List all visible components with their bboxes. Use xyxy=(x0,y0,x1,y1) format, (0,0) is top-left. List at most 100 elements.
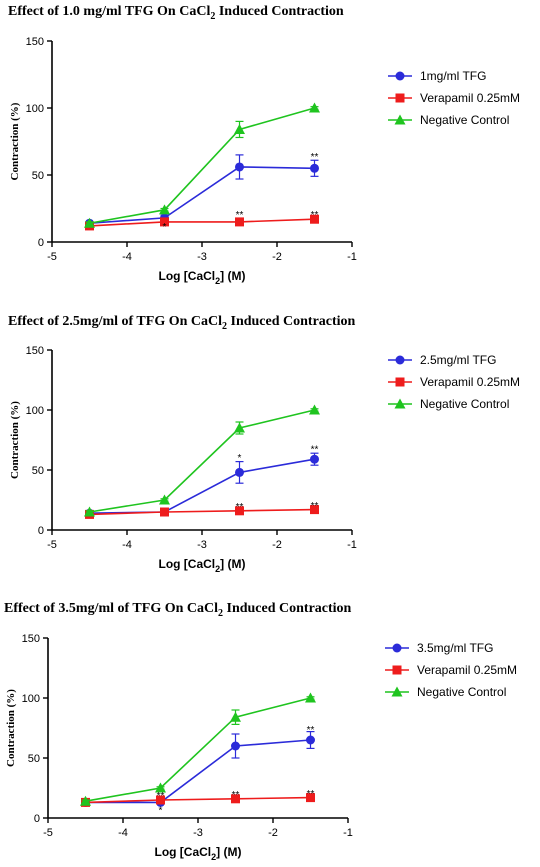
significance-marker: ** xyxy=(307,725,315,736)
data-point xyxy=(80,795,91,806)
legend-label: 2.5mg/ml TFG xyxy=(420,353,496,367)
y-tick-label: 150 xyxy=(26,36,44,48)
x-tick-label: -2 xyxy=(272,539,282,551)
x-tick-label: -5 xyxy=(43,827,53,839)
series-line xyxy=(89,458,315,514)
legend-marker xyxy=(395,355,405,365)
chart-title: Effect of 1.0 mg/ml TFG On CaCl2 Induced… xyxy=(8,4,344,22)
data-point xyxy=(231,794,240,804)
series-line xyxy=(85,697,311,802)
y-tick-label: 50 xyxy=(32,465,44,477)
data-point xyxy=(235,506,244,516)
series-tfg xyxy=(85,452,319,518)
legend-label: 3.5mg/ml TFG xyxy=(417,641,493,655)
legend-marker xyxy=(395,71,405,81)
x-tick-label: -1 xyxy=(347,539,357,551)
data-point xyxy=(235,217,244,227)
x-tick-label: -1 xyxy=(347,251,357,263)
data-point xyxy=(234,123,245,134)
chart-title: Effect of 3.5mg/ml of TFG On CaCl2 Induc… xyxy=(4,601,352,619)
x-axis-label: Log [CaCl2] (M) xyxy=(154,845,241,862)
legend-label: 1mg/ml TFG xyxy=(420,69,486,83)
chart-panel-1: Effect of 1.0 mg/ml TFG On CaCl2 Induced… xyxy=(8,4,520,286)
data-point xyxy=(309,404,320,415)
series-control xyxy=(84,102,320,228)
y-axis-label: Contraction (%) xyxy=(9,401,21,479)
y-tick-label: 100 xyxy=(26,405,44,417)
x-tick-label: -4 xyxy=(118,827,128,839)
legend-marker xyxy=(392,665,402,675)
series-line xyxy=(89,107,315,225)
chart-panel-2: Effect of 2.5mg/ml of TFG On CaCl2 Induc… xyxy=(8,314,520,574)
series-line xyxy=(85,739,311,804)
x-tick-label: -4 xyxy=(122,251,132,263)
data-point xyxy=(310,454,319,464)
significance-marker: * xyxy=(163,222,167,233)
chart-title-main: Effect of 2.5mg/ml of TFG On CaCl xyxy=(8,314,222,329)
data-point xyxy=(306,735,315,745)
series-line xyxy=(89,218,315,227)
significance-marker: ** xyxy=(157,791,165,802)
data-point xyxy=(230,711,241,722)
x-tick-label: -5 xyxy=(47,539,57,551)
series-control xyxy=(84,404,320,517)
significance-marker: * xyxy=(159,806,163,817)
x-axis-label: Log [CaCl2] (M) xyxy=(158,557,245,574)
data-point xyxy=(234,422,245,433)
significance-marker: ** xyxy=(311,152,319,163)
x-tick-label: -4 xyxy=(122,539,132,551)
data-point xyxy=(159,204,170,215)
legend-label: Verapamil 0.25mM xyxy=(420,91,520,105)
series-line xyxy=(89,166,315,225)
x-tick-label: -3 xyxy=(197,251,207,263)
y-axis-label: Contraction (%) xyxy=(5,689,17,767)
chart-title-main: Effect of 1.0 mg/ml TFG On CaCl xyxy=(8,4,210,19)
significance-marker: ** xyxy=(307,789,315,800)
x-tick-label: -2 xyxy=(272,251,282,263)
series-line xyxy=(89,508,315,516)
series-line xyxy=(85,796,311,804)
data-point xyxy=(235,467,244,477)
y-tick-label: 50 xyxy=(32,170,44,182)
data-point xyxy=(309,102,320,113)
data-point xyxy=(231,741,240,751)
legend-label: Negative Control xyxy=(417,685,506,699)
significance-marker: ** xyxy=(232,790,240,801)
y-tick-label: 50 xyxy=(28,753,40,765)
significance-marker: ** xyxy=(311,444,319,455)
data-point xyxy=(310,214,319,224)
legend-marker xyxy=(392,643,402,653)
x-tick-label: -2 xyxy=(268,827,278,839)
data-point xyxy=(160,507,169,517)
chart-panel-3: Effect of 3.5mg/ml of TFG On CaCl2 Induc… xyxy=(4,601,517,862)
chart-title-subscript: 2 xyxy=(218,608,223,619)
y-tick-label: 0 xyxy=(38,525,44,537)
series-control xyxy=(80,692,316,806)
chart-title-rest: Induced Contraction xyxy=(227,314,356,329)
data-point xyxy=(155,782,166,793)
y-axis-label: Contraction (%) xyxy=(9,102,21,180)
data-point xyxy=(156,795,165,805)
x-tick-label: -5 xyxy=(47,251,57,263)
x-tick-label: -1 xyxy=(343,827,353,839)
data-point xyxy=(305,692,316,703)
y-tick-label: 150 xyxy=(26,345,44,357)
y-tick-label: 0 xyxy=(38,237,44,249)
significance-marker: * xyxy=(238,453,242,464)
chart-title-subscript: 2 xyxy=(222,321,227,332)
y-tick-label: 100 xyxy=(26,103,44,115)
chart-title-main: Effect of 3.5mg/ml of TFG On CaCl xyxy=(4,601,218,616)
series-tfg xyxy=(85,154,319,228)
significance-marker: ** xyxy=(311,210,319,221)
legend-marker xyxy=(394,398,406,409)
significance-marker: ** xyxy=(311,501,319,512)
data-point xyxy=(235,162,244,172)
chart-title-subscript: 2 xyxy=(210,11,215,22)
data-point xyxy=(310,163,319,173)
series-line xyxy=(89,409,315,513)
legend-label: Verapamil 0.25mM xyxy=(417,663,517,677)
x-axis-label: Log [CaCl2] (M) xyxy=(158,269,245,286)
significance-marker: ** xyxy=(236,502,244,513)
x-tick-label: -3 xyxy=(193,827,203,839)
data-point xyxy=(84,217,95,228)
